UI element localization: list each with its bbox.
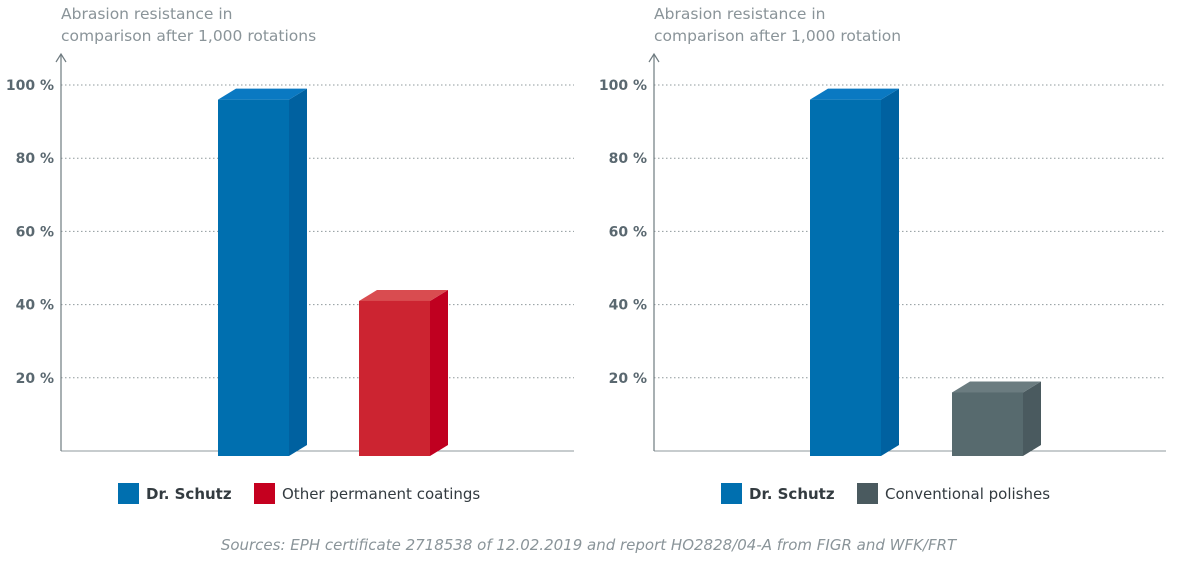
y-tick-label: 80 % [609, 151, 647, 167]
legend-swatch [721, 483, 742, 504]
source-note: Sources: EPH certificate 2718538 of 12.0… [220, 536, 957, 554]
chart-title-line: Abrasion resistance in [61, 5, 232, 23]
bar-top [810, 88, 899, 100]
chart-panel-2: Abrasion resistance in comparison after 1… [599, 5, 1166, 504]
y-tick-label: 20 % [16, 371, 54, 387]
legend-label: Other permanent coatings [282, 485, 480, 503]
y-tick-label: 80 % [16, 151, 54, 167]
bar-2 [952, 381, 1041, 456]
chart-title-line: comparison after 1,000 rotations [61, 27, 316, 45]
bar-1 [218, 88, 307, 456]
bar-side [289, 88, 307, 456]
y-tick-label: 100 % [6, 78, 54, 94]
y-axis-arrow [55, 52, 67, 63]
y-tick-label: 40 % [16, 298, 54, 314]
y-tick-label: 20 % [609, 371, 647, 387]
bar-1 [810, 88, 899, 456]
legend-label: Dr. Schutz [749, 485, 835, 503]
legend-swatch [254, 483, 275, 504]
bar-front [810, 99, 881, 456]
bar-side [881, 88, 899, 456]
bar-front [952, 392, 1023, 456]
y-axis-arrow [648, 52, 660, 63]
bar-top [218, 88, 307, 100]
y-tick-label: 100 % [599, 78, 647, 94]
bar-top [359, 289, 448, 301]
y-tick-label: 40 % [609, 298, 647, 314]
legend-swatch [118, 483, 139, 504]
chart-title-line: comparison after 1,000 rotation [654, 27, 901, 45]
legend-swatch [857, 483, 878, 504]
y-tick-label: 60 % [609, 224, 647, 240]
bar-side [1023, 381, 1041, 456]
chart-panel-1: Abrasion resistance in comparison after 1… [6, 5, 574, 504]
legend-label: Conventional polishes [885, 485, 1050, 503]
bar-top [952, 381, 1041, 393]
bar-side [430, 289, 448, 456]
legend-label: Dr. Schutz [146, 485, 232, 503]
bar-front [359, 300, 430, 456]
bar-front [218, 99, 289, 456]
bar-2 [359, 289, 448, 456]
chart-title-line: Abrasion resistance in [654, 5, 825, 23]
y-tick-label: 60 % [16, 224, 54, 240]
